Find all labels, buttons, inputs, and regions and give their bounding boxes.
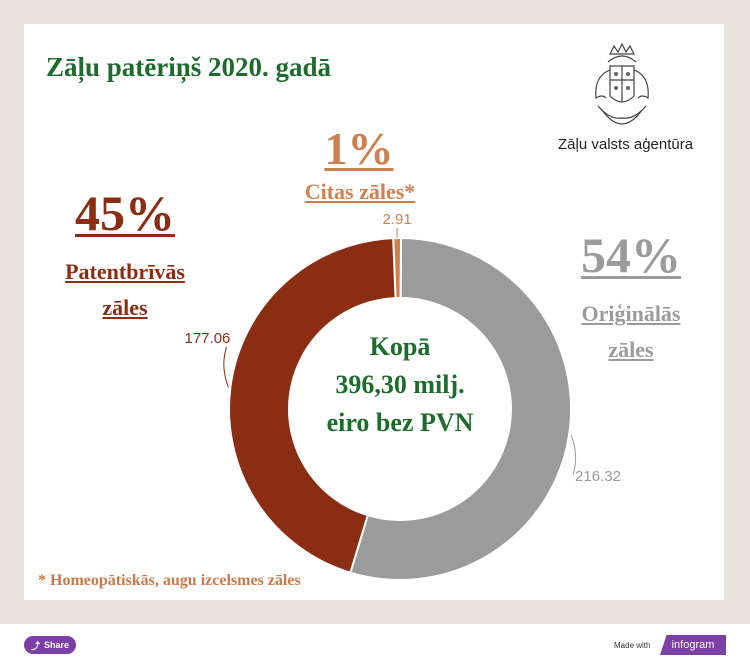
coat-of-arms-logo: [595, 42, 649, 125]
share-icon: ⤴: [30, 640, 40, 651]
slice-original: [349, 236, 572, 581]
center-line2: 396,30 milj.: [335, 370, 465, 399]
original-label-line1: Oriģinālās: [581, 301, 681, 326]
other-percent: 1%: [324, 123, 394, 174]
center-line3: eiro bez PVN: [326, 408, 474, 437]
value-label: 177.06: [185, 330, 231, 347]
original-label: Oriģinālās zāles: [556, 296, 706, 368]
generic-label-line2: zāles: [102, 295, 148, 320]
chart-card: Zāļu patēriņš 2020. gadā Zāļu valsts aģe…: [24, 24, 724, 600]
agency-name: Zāļu valsts aģentūra: [558, 136, 694, 153]
center-line1: Kopā: [369, 332, 431, 361]
original-label-line2: zāles: [608, 337, 654, 362]
chart-title: Zāļu patēriņš 2020. gadā: [46, 52, 332, 82]
leader-line: [223, 346, 229, 388]
value-label: 216.32: [575, 468, 621, 485]
share-label: Share: [44, 640, 70, 650]
footer-bar: ⤴ Share Made with infogram: [0, 624, 750, 658]
other-label: Citas zāles*: [304, 179, 416, 204]
slice-generic: [228, 237, 397, 574]
footnote: * Homeopātiskās, augu izcelsmes zāles: [38, 572, 301, 589]
made-with-text: Made with: [614, 641, 651, 650]
generic-label: Patentbrīvās zāles: [50, 254, 200, 326]
generic-label-line1: Patentbrīvās: [65, 259, 185, 284]
original-percent: 54%: [581, 227, 681, 283]
value-label: 2.91: [383, 211, 412, 228]
leader-line: [570, 434, 577, 476]
center-total: Kopā 396,30 milj. eiro bez PVN: [280, 328, 520, 442]
donut-chart: 2.91 216.32 177.06: [185, 211, 621, 581]
infogram-logo[interactable]: infogram: [660, 635, 726, 655]
share-button[interactable]: ⤴ Share: [24, 636, 76, 654]
generic-percent: 45%: [75, 185, 175, 241]
